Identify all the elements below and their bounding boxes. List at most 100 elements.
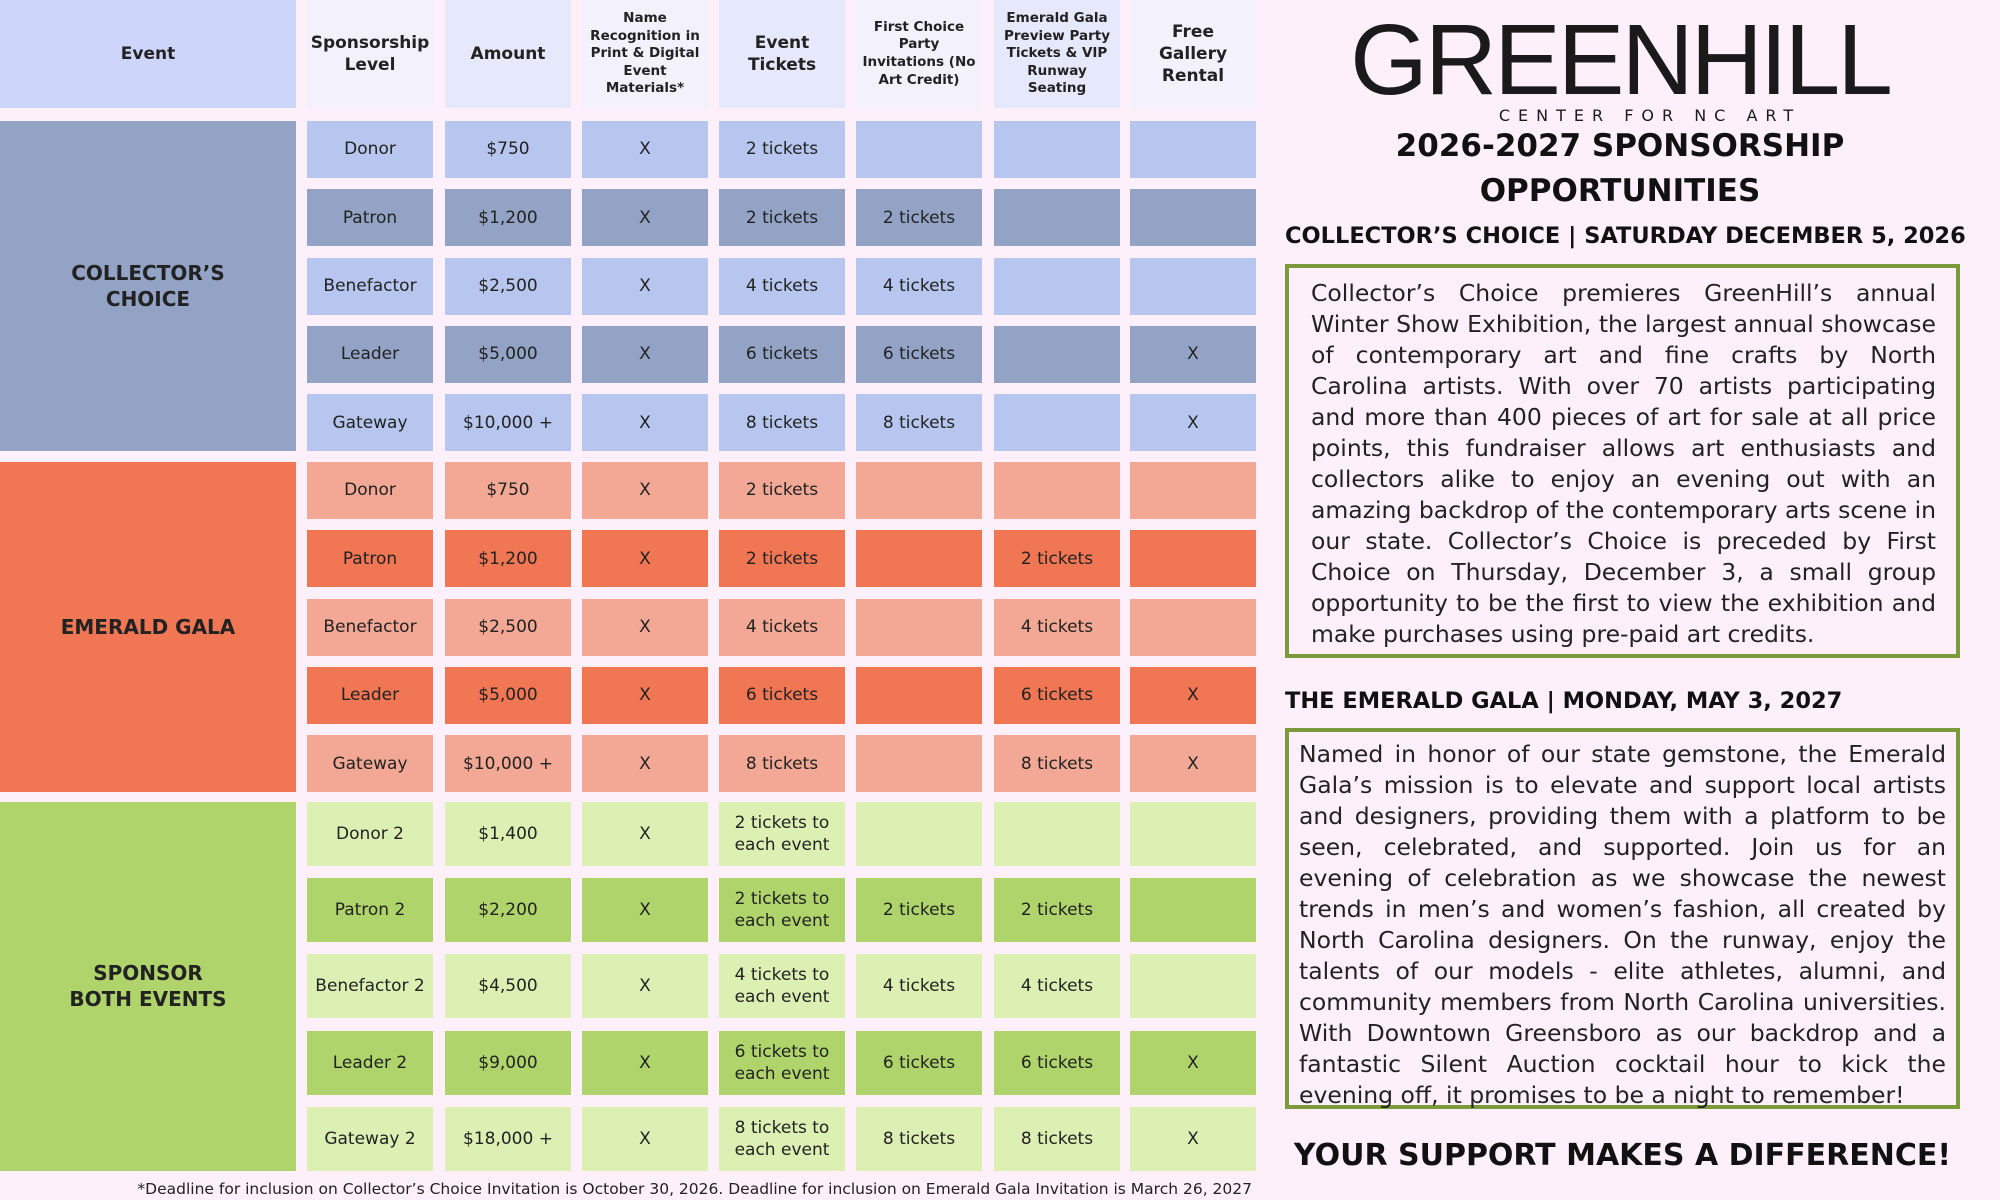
column-header: Name Recognition in Print & Digital Even…	[582, 0, 708, 108]
table-cell: Leader 2	[307, 1030, 433, 1095]
table-cell: 2 tickets	[719, 189, 845, 247]
table-cell: Donor	[307, 462, 433, 519]
table-cell: 6 tickets	[994, 1030, 1120, 1095]
section-text: Named in honor of our state gemstone, th…	[1285, 728, 1960, 1109]
table-cell: X	[1130, 735, 1256, 793]
table-cell: Donor 2	[307, 802, 433, 866]
table-cell: Gateway	[307, 394, 433, 452]
event-name: COLLECTOR’S CHOICE	[0, 121, 296, 452]
table-cell: X	[582, 1030, 708, 1095]
logo-tagline: CENTER FOR NC ART	[1498, 106, 1802, 125]
table-cell	[856, 735, 982, 793]
table-cell: $5,000	[445, 325, 571, 383]
table-cell	[994, 802, 1120, 866]
table-cell: Gateway	[307, 735, 433, 793]
table-cell: 6 tickets	[719, 666, 845, 724]
table-cell: 8 tickets	[856, 1106, 982, 1171]
column-header: Sponsorship Level	[307, 0, 433, 108]
table-cell: 2 tickets	[994, 530, 1120, 588]
table-cell: $750	[445, 121, 571, 178]
table-cell: X	[582, 878, 708, 943]
table-cell	[856, 462, 982, 519]
logo-name: GREENHILL	[1350, 4, 1893, 116]
table-cell	[994, 462, 1120, 519]
table-cell: 6 tickets to each event	[719, 1030, 845, 1095]
table-cell	[1130, 954, 1256, 1019]
table-cell: $18,000 +	[445, 1106, 571, 1171]
column-header: Emerald Gala Preview Party Tickets & VIP…	[994, 0, 1120, 108]
table-cell: X	[582, 598, 708, 656]
table-cell: $1,200	[445, 189, 571, 247]
table-cell: X	[582, 394, 708, 452]
table-cell	[1130, 878, 1256, 943]
table-cell	[994, 325, 1120, 383]
table-cell: Benefactor 2	[307, 954, 433, 1019]
table-cell: Patron 2	[307, 878, 433, 943]
table-cell	[1130, 462, 1256, 519]
table-cell: X	[582, 802, 708, 866]
table-cell	[994, 189, 1120, 247]
table-cell: X	[1130, 394, 1256, 452]
table-cell: X	[582, 257, 708, 315]
table-cell	[856, 598, 982, 656]
table-cell: 2 tickets to each event	[719, 802, 845, 866]
table-cell: 2 tickets	[856, 878, 982, 943]
table-cell: 8 tickets	[856, 394, 982, 452]
table-cell: Donor	[307, 121, 433, 178]
table-cell: $2,500	[445, 598, 571, 656]
table-cell: 4 tickets	[994, 954, 1120, 1019]
table-cell: X	[1130, 1030, 1256, 1095]
table-cell: X	[582, 121, 708, 178]
table-cell: X	[582, 325, 708, 383]
table-cell: Leader	[307, 666, 433, 724]
table-cell: X	[582, 462, 708, 519]
table-cell: X	[1130, 1106, 1256, 1171]
table-cell: $10,000 +	[445, 735, 571, 793]
event-name: EMERALD GALA	[0, 462, 296, 793]
table-cell	[994, 394, 1120, 452]
table-cell: 6 tickets	[856, 325, 982, 383]
table-cell: 4 tickets	[994, 598, 1120, 656]
event-name: SPONSOR BOTH EVENTS	[0, 802, 296, 1171]
table-cell	[856, 121, 982, 178]
table-cell: X	[1130, 666, 1256, 724]
column-header: First Choice Party Invitations (No Art C…	[856, 0, 982, 108]
table-cell: X	[1130, 325, 1256, 383]
table-cell: 6 tickets	[994, 666, 1120, 724]
table-cell	[1130, 121, 1256, 178]
table-cell: 2 tickets	[719, 121, 845, 178]
table-cell: 4 tickets to each event	[719, 954, 845, 1019]
column-header: Amount	[445, 0, 571, 108]
table-cell: $750	[445, 462, 571, 519]
footnote: *Deadline for inclusion on Collector’s C…	[137, 1180, 1252, 1198]
table-cell	[994, 121, 1120, 178]
table-cell	[1130, 257, 1256, 315]
table-cell: $9,000	[445, 1030, 571, 1095]
column-header: Event	[0, 0, 296, 108]
table-cell: 8 tickets to each event	[719, 1106, 845, 1171]
table-cell: $4,500	[445, 954, 571, 1019]
table-cell: X	[582, 1106, 708, 1171]
table-cell: Gateway 2	[307, 1106, 433, 1171]
table-cell: $1,400	[445, 802, 571, 866]
table-cell: $10,000 +	[445, 394, 571, 452]
table-cell: Leader	[307, 325, 433, 383]
table-cell: X	[582, 666, 708, 724]
table-cell: X	[582, 530, 708, 588]
table-cell: 4 tickets	[719, 257, 845, 315]
logo: GREENHILL CENTER FOR NC ART	[1285, 10, 1955, 125]
table-cell	[856, 802, 982, 866]
table-cell: 2 tickets to each event	[719, 878, 845, 943]
section-heading: THE EMERALD GALA | MONDAY, MAY 3, 2027	[1285, 688, 1843, 714]
table-cell: Benefactor	[307, 598, 433, 656]
section-text: Collector’s Choice premieres GreenHill’s…	[1285, 264, 1960, 658]
table-cell: 2 tickets	[719, 530, 845, 588]
table-cell: X	[582, 735, 708, 793]
closing: YOUR SUPPORT MAKES A DIFFERENCE!	[1293, 1138, 1952, 1173]
title: 2026-2027 SPONSORSHIP OPPORTUNITIES	[1395, 128, 1845, 209]
table-cell	[1130, 598, 1256, 656]
table-cell	[856, 666, 982, 724]
table-cell: 6 tickets	[719, 325, 845, 383]
table-cell: 8 tickets	[719, 394, 845, 452]
table-cell: 2 tickets	[856, 189, 982, 247]
